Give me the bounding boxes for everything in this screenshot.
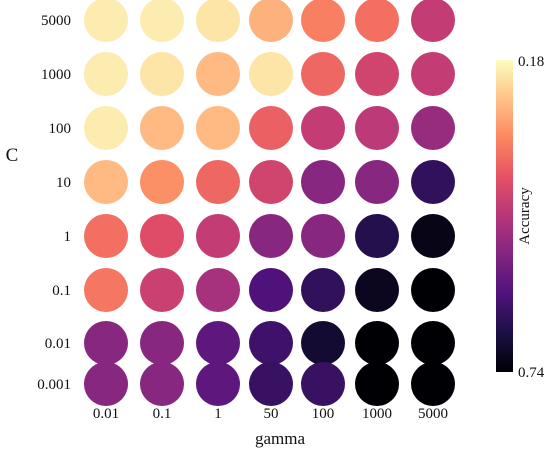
heatmap-cell-C5000-gamma1000 [355, 0, 399, 42]
heatmap-cell-C0.01-gamma0.01 [84, 321, 128, 365]
y-tick-label: 1 [64, 229, 72, 245]
heatmap-cell-C0.1-gamma100 [301, 268, 345, 312]
heatmap-cell-C1-gamma0.1 [140, 214, 184, 258]
heatmap-cell-C0.01-gamma5000 [411, 321, 455, 365]
heatmap-cell-C1000-gamma5000 [411, 52, 455, 96]
heatmap-cell-C1000-gamma50 [249, 52, 293, 96]
heatmap-cell-C100-gamma100 [301, 106, 345, 150]
colorbar-top-tick: 0.18 [518, 54, 544, 70]
heatmap-cell-C1-gamma50 [249, 214, 293, 258]
heatmap-cell-C0.01-gamma50 [249, 321, 293, 365]
heatmap-cell-C10-gamma50 [249, 160, 293, 204]
heatmap-cell-C100-gamma0.01 [84, 106, 128, 150]
heatmap-cell-C100-gamma1 [196, 106, 240, 150]
y-tick-label: 5000 [41, 13, 71, 29]
heatmap-cell-C0.01-gamma1 [196, 321, 240, 365]
heatmap-cell-C5000-gamma0.01 [84, 0, 128, 42]
colorbar-label: Accuracy [517, 187, 533, 245]
heatmap-cell-C10-gamma0.1 [140, 160, 184, 204]
heatmap-cell-C10-gamma1 [196, 160, 240, 204]
heatmap-circles [84, 0, 455, 406]
heatmap-cell-C100-gamma1000 [355, 106, 399, 150]
heatmap-cell-C100-gamma5000 [411, 106, 455, 150]
heatmap-cell-C5000-gamma0.1 [140, 0, 184, 42]
x-tick-label: 50 [264, 406, 279, 422]
x-tick-label: 1 [214, 406, 222, 422]
heatmap-cell-C1-gamma0.01 [84, 214, 128, 258]
y-tick-label: 10 [56, 175, 71, 191]
heatmap-cell-C5000-gamma5000 [411, 0, 455, 42]
heatmap-cell-C1000-gamma1000 [355, 52, 399, 96]
heatmap-cell-C0.001-gamma100 [301, 362, 345, 406]
heatmap-cell-C0.1-gamma50 [249, 268, 293, 312]
heatmap-cell-C1-gamma1000 [355, 214, 399, 258]
x-tick-label: 5000 [418, 406, 448, 422]
heatmap-cell-C10-gamma0.01 [84, 160, 128, 204]
heatmap-cell-C0.001-gamma1 [196, 362, 240, 406]
heatmap-cell-C0.001-gamma1000 [355, 362, 399, 406]
heatmap-cell-C0.001-gamma0.01 [84, 362, 128, 406]
heatmap-cell-C100-gamma50 [249, 106, 293, 150]
heatmap-cell-C1000-gamma100 [301, 52, 345, 96]
heatmap-cell-C1-gamma5000 [411, 214, 455, 258]
x-tick-label: 0.01 [93, 406, 119, 422]
x-tick-label: 0.1 [153, 406, 172, 422]
heatmap-cell-C0.01-gamma0.1 [140, 321, 184, 365]
heatmap-cell-C1000-gamma0.01 [84, 52, 128, 96]
heatmap-cell-C5000-gamma100 [301, 0, 345, 42]
heatmap-cell-C0.1-gamma0.01 [84, 268, 128, 312]
y-axis-label: C [6, 145, 19, 166]
y-tick-label: 0.01 [45, 336, 71, 352]
heatmap-cell-C5000-gamma1 [196, 0, 240, 42]
y-tick-label: 0.1 [52, 283, 71, 299]
heatmap-cell-C10-gamma1000 [355, 160, 399, 204]
heatmap-cell-C100-gamma0.1 [140, 106, 184, 150]
y-tick-label: 1000 [41, 67, 71, 83]
x-tick-label: 100 [312, 406, 335, 422]
heatmap-cell-C1-gamma1 [196, 214, 240, 258]
colorbar-bottom-tick: 0.74 [518, 365, 545, 381]
heatmap-cell-C1000-gamma0.1 [140, 52, 184, 96]
heatmap-cell-C0.001-gamma5000 [411, 362, 455, 406]
heatmap-cell-C0.1-gamma0.1 [140, 268, 184, 312]
heatmap-cell-C1000-gamma1 [196, 52, 240, 96]
heatmap-cell-C0.001-gamma50 [249, 362, 293, 406]
y-tick-label: 100 [49, 121, 72, 137]
heatmap-cell-C0.001-gamma0.1 [140, 362, 184, 406]
heatmap-cell-C0.1-gamma5000 [411, 268, 455, 312]
y-tick-labels: 5000 1000 100 10 1 0.1 0.01 0.001 [37, 13, 71, 393]
x-tick-labels: 0.01 0.1 1 50 100 1000 5000 [93, 406, 448, 422]
y-tick-label: 0.001 [37, 377, 71, 393]
heatmap-cell-C5000-gamma50 [249, 0, 293, 42]
heatmap-cell-C1-gamma100 [301, 214, 345, 258]
heatmap-cell-C0.01-gamma100 [301, 321, 345, 365]
x-axis-label: gamma [255, 429, 305, 448]
heatmap-cell-C10-gamma5000 [411, 160, 455, 204]
x-tick-label: 1000 [362, 406, 392, 422]
heatmap-cell-C10-gamma100 [301, 160, 345, 204]
heatmap-cell-C0.1-gamma1000 [355, 268, 399, 312]
colorbar [496, 60, 513, 372]
heatmap-cell-C0.1-gamma1 [196, 268, 240, 312]
heatmap-cell-C0.01-gamma1000 [355, 321, 399, 365]
